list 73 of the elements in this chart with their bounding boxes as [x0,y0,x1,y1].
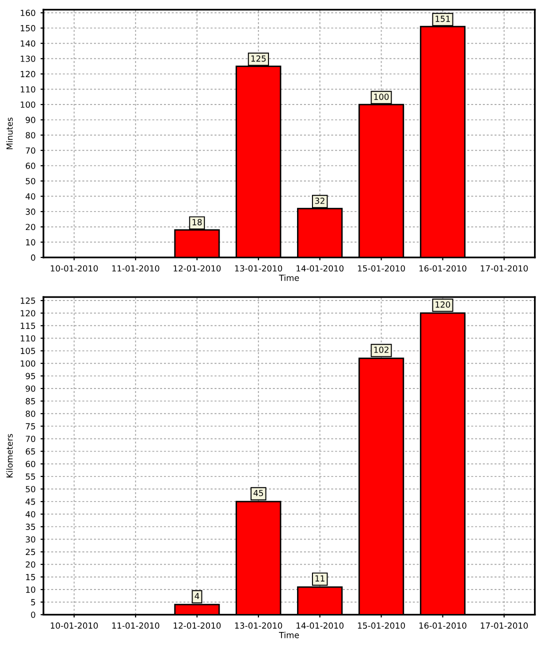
y-tick-label: 95 [26,372,36,380]
x-tick-label: 16-01-2010 [419,265,466,272]
data-label: 125 [251,55,266,62]
y-tick-label: 30 [26,208,36,215]
x-tick-label: 17-01-2010 [480,622,528,629]
y-tick-label: 70 [26,147,36,154]
y-tick-label: 120 [20,310,36,316]
y-tick-label: 5 [31,599,36,606]
y-tick-label: 20 [26,224,36,230]
x-tick-label: 15-01-2010 [358,622,405,629]
y-tick-label: 30 [26,536,36,543]
y-tick-label: 45 [26,498,36,505]
x-tick-label: 10-01-2010 [50,265,98,272]
x-tick-label: 14-01-2010 [296,265,344,272]
y-tick-label: 10 [26,586,36,593]
y-tick-label: 160 [20,10,36,16]
y-tick-label: 50 [26,178,36,184]
x-tick-label: 14-01-2010 [296,622,344,629]
y-tick-label: 20 [26,561,36,568]
y-tick-label: 70 [26,436,36,442]
x-tick-label: 12-01-2010 [174,622,221,629]
y-tick-label: 110 [20,335,36,342]
y-tick-label: 130 [20,56,36,62]
y-tick-label: 105 [20,348,36,354]
y-tick-label: 25 [26,548,36,556]
y-tick-label: 0 [31,612,36,618]
y-tick-label: 140 [20,40,36,47]
y-tick-label: 115 [20,322,36,329]
x-tick-label: 12-01-2010 [174,265,221,272]
data-label: 11 [315,575,324,582]
data-label: 45 [254,490,264,496]
y-tick-label: 120 [20,70,36,78]
y-tick-label: 90 [26,116,36,124]
data-label: 18 [192,219,202,226]
data-label: 100 [374,94,389,100]
y-tick-label: 125 [20,298,36,304]
x-tick-label: 11-01-2010 [112,265,160,272]
y-tick-label: 110 [20,86,36,93]
y-tick-label: 60 [26,460,36,468]
y-tick-label: 60 [26,162,36,169]
x-tick-label: 13-01-2010 [235,622,282,629]
y-tick-label: 150 [20,25,36,32]
x-tick-label: 17-01-2010 [480,265,528,272]
x-tick-label: 13-01-2010 [235,265,282,272]
y-tick-label: 85 [26,398,36,404]
x-tick-label: 15-01-2010 [358,265,405,272]
y-tick-label: 55 [26,474,36,480]
y-axis-title: Kilometers [6,434,13,478]
y-tick-label: 35 [26,524,36,530]
data-label: 120 [436,301,450,308]
x-axis-title: Time [278,274,299,281]
x-axis-title: Time [278,632,299,638]
x-tick-label: 16-01-2010 [419,622,466,629]
y-tick-label: 50 [26,486,36,492]
y-tick-label: 80 [26,132,36,138]
y-tick-label: 65 [26,448,36,455]
y-tick-label: 75 [26,423,36,430]
y-tick-label: 0 [31,254,36,261]
y-tick-label: 40 [26,193,36,200]
x-tick-label: 10-01-2010 [50,622,98,629]
y-tick-label: 80 [26,410,36,417]
y-tick-label: 100 [20,360,36,367]
y-tick-label: 100 [20,102,36,108]
y-tick-label: 40 [26,511,36,518]
y-tick-label: 15 [26,574,36,580]
x-tick-label: 11-01-2010 [112,622,160,629]
y-tick-label: 10 [26,239,36,246]
y-tick-label: 90 [26,385,36,392]
data-label: 4 [194,592,200,600]
data-label: 102 [374,346,388,353]
y-axis-title: Minutes [6,118,13,150]
data-label: 32 [315,198,324,204]
data-label: 151 [436,16,450,22]
